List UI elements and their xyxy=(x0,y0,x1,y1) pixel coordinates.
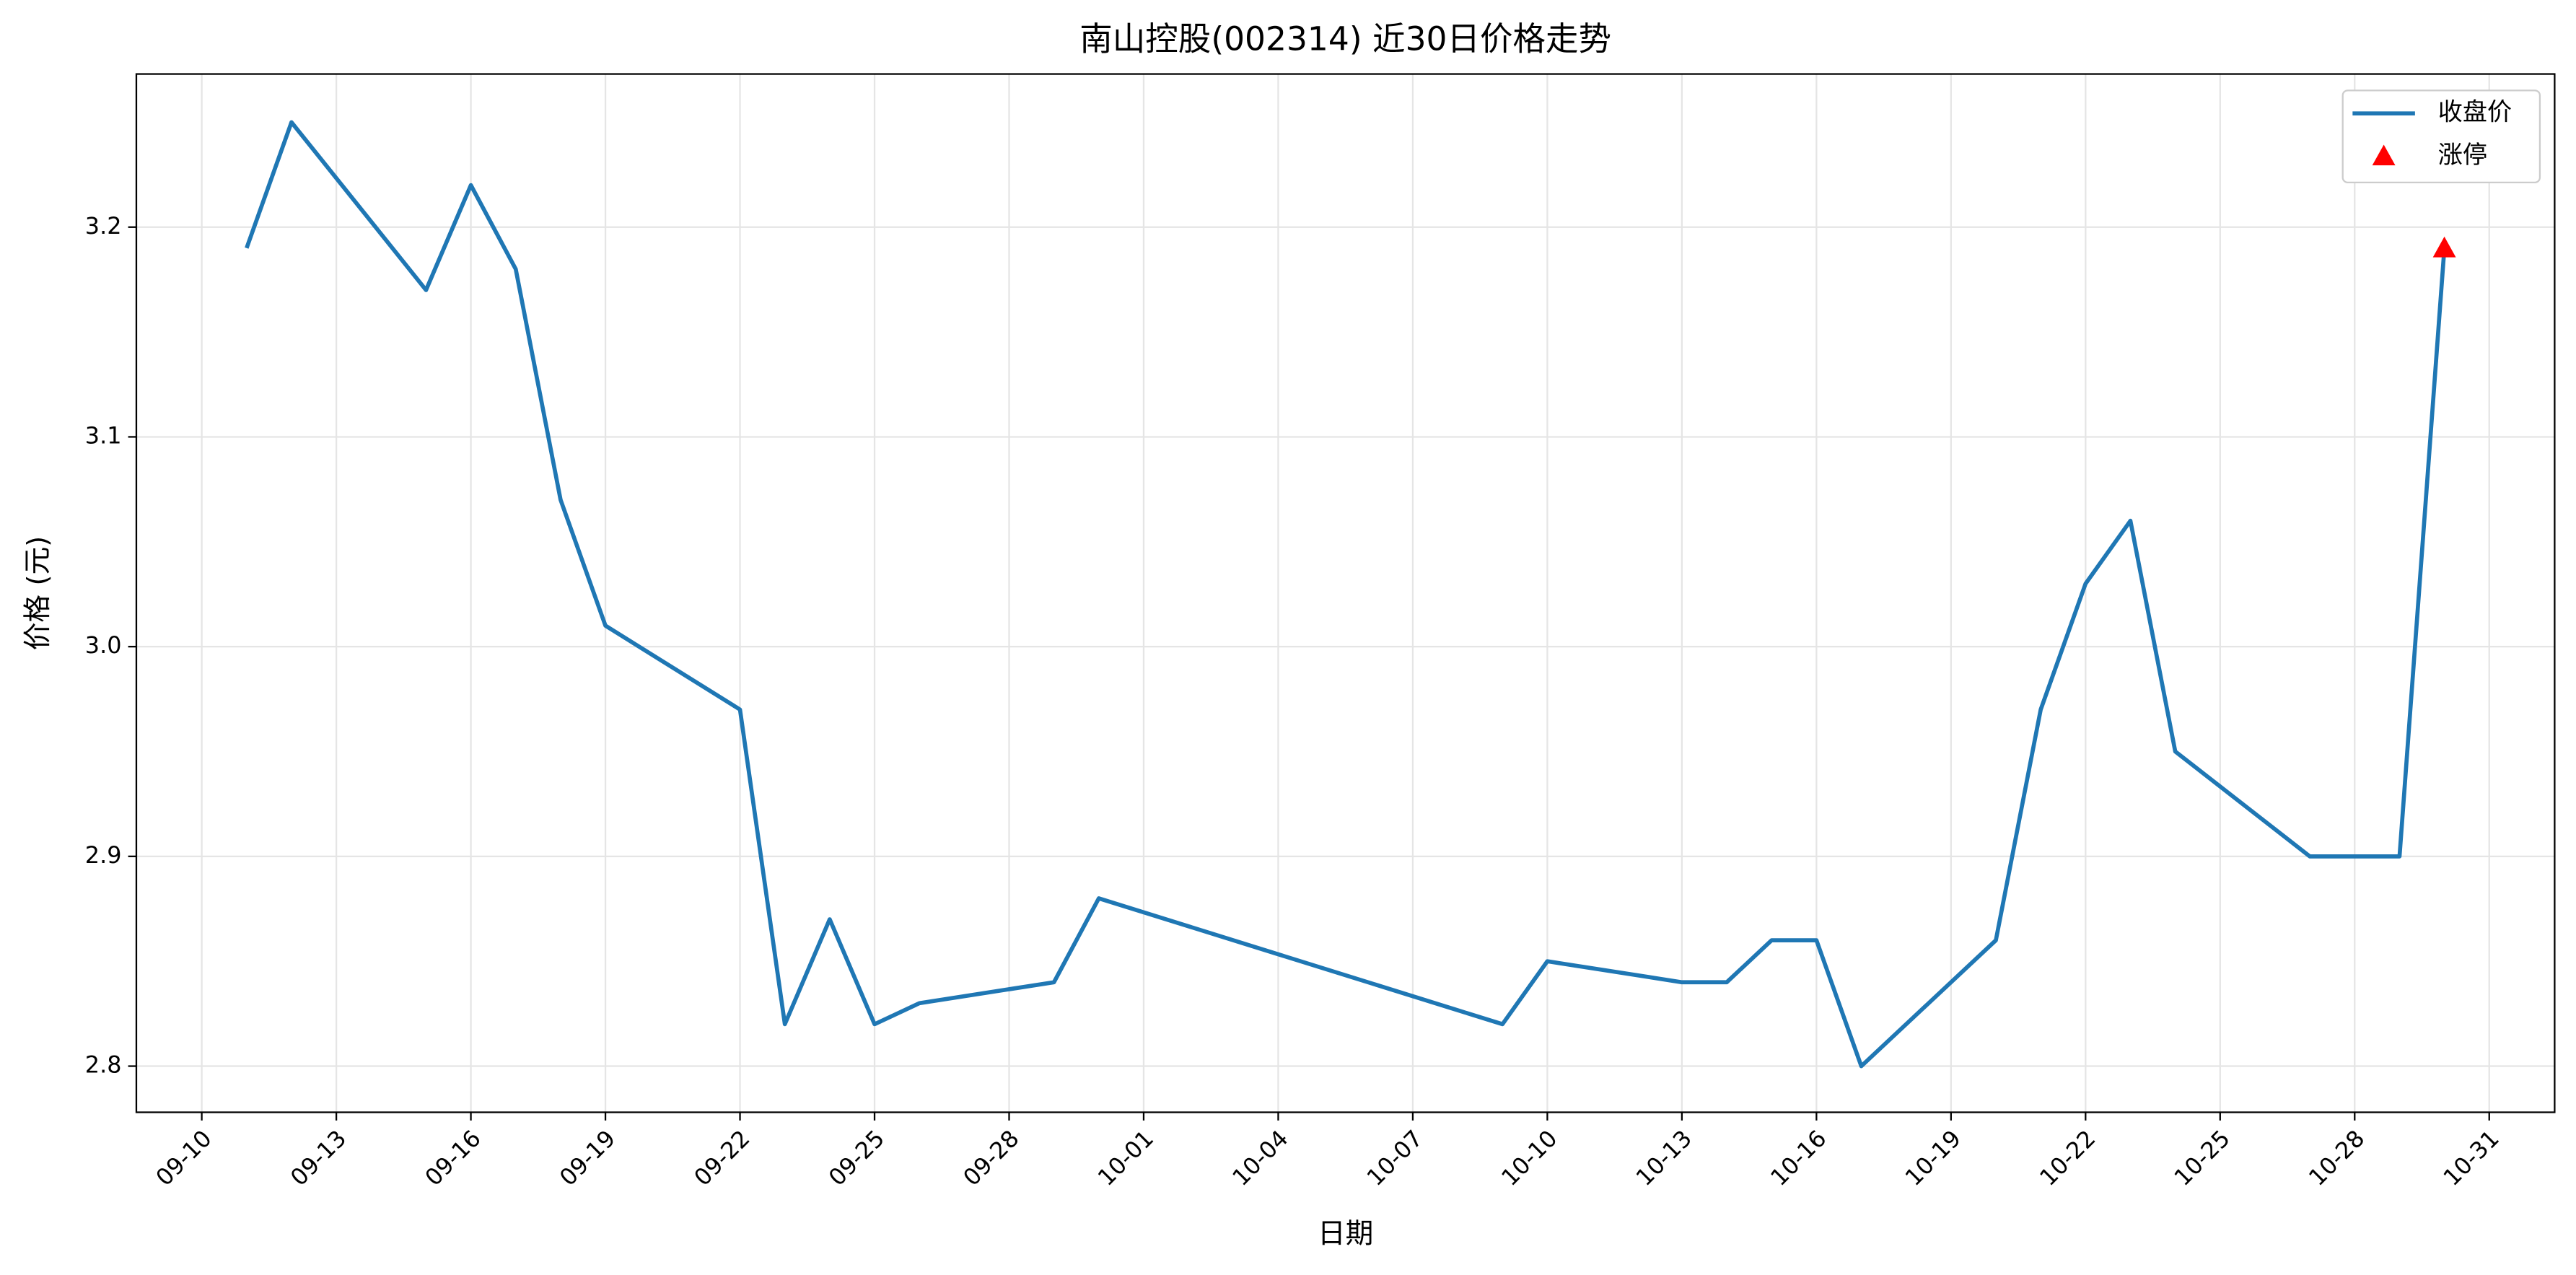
limit-up-marker xyxy=(2432,236,2456,258)
x-tick-label: 10-25 xyxy=(2169,1125,2235,1191)
x-tick-label: 09-10 xyxy=(150,1125,216,1191)
x-tick-label: 10-04 xyxy=(1227,1125,1293,1191)
legend-label: 涨停 xyxy=(2438,141,2487,170)
x-tick-label: 09-16 xyxy=(419,1125,486,1191)
y-tick-label: 3.2 xyxy=(85,212,122,240)
x-axis-label: 日期 xyxy=(1318,1218,1373,1250)
y-tick-label: 2.8 xyxy=(85,1051,122,1079)
y-tick-label: 2.9 xyxy=(85,841,122,869)
x-tick-label: 10-19 xyxy=(1900,1125,1966,1191)
x-tick-label: 09-19 xyxy=(554,1125,621,1191)
x-tick-label: 10-13 xyxy=(1631,1125,1697,1191)
x-tick-label: 09-13 xyxy=(285,1125,351,1191)
x-tick-label: 10-10 xyxy=(1496,1125,1562,1191)
x-tick-label: 10-28 xyxy=(2303,1125,2370,1191)
chart-title: 南山控股(002314) 近30日价格走势 xyxy=(1079,20,1611,58)
x-tick-label: 09-28 xyxy=(958,1125,1024,1191)
y-tick-label: 3.1 xyxy=(85,421,122,449)
x-tick-label: 10-01 xyxy=(1092,1125,1159,1191)
x-tick-label: 10-22 xyxy=(2034,1125,2100,1191)
x-tick-label: 10-07 xyxy=(1362,1125,1428,1191)
x-tick-label: 09-22 xyxy=(688,1125,755,1191)
price-line xyxy=(245,120,2447,1069)
x-tick-label: 09-25 xyxy=(823,1125,890,1191)
legend-label: 收盘价 xyxy=(2438,98,2512,127)
plot-frame xyxy=(135,73,2556,1113)
x-tick-label: 10-31 xyxy=(2438,1125,2505,1191)
legend-swatch xyxy=(2372,144,2396,166)
x-tick-label: 10-16 xyxy=(1765,1125,1831,1191)
y-axis-label: 价格 (元) xyxy=(22,536,54,651)
y-tick-label: 3.0 xyxy=(85,631,122,659)
